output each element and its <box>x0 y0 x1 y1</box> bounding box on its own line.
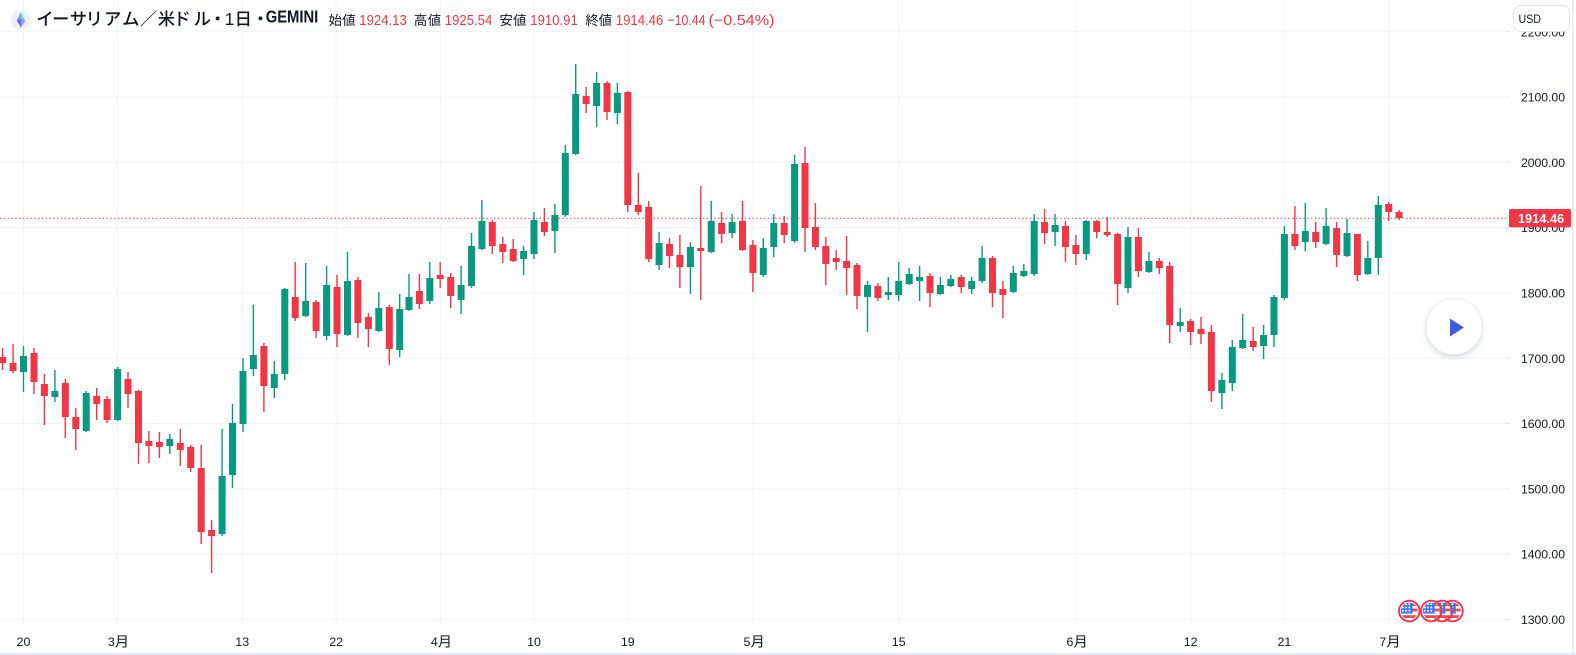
svg-text:1500.00: 1500.00 <box>1521 482 1565 496</box>
svg-text:5: 5 <box>744 635 751 649</box>
svg-text:1910.91: 1910.91 <box>530 13 578 29</box>
svg-text:19: 19 <box>621 635 635 649</box>
svg-text:1600.00: 1600.00 <box>1521 417 1565 431</box>
svg-text:1914.46: 1914.46 <box>616 13 664 29</box>
svg-text:6: 6 <box>1067 635 1074 649</box>
svg-text:10: 10 <box>527 635 541 649</box>
svg-text:1300.00: 1300.00 <box>1521 613 1565 627</box>
svg-text:21: 21 <box>1278 635 1292 649</box>
svg-text:−10.44: −10.44 <box>668 13 706 29</box>
svg-text:1400.00: 1400.00 <box>1521 548 1565 562</box>
svg-text:1800.00: 1800.00 <box>1521 287 1565 301</box>
svg-text:(−0.54%): (−0.54%) <box>709 13 775 29</box>
svg-text:3: 3 <box>108 635 115 649</box>
svg-text:7: 7 <box>1379 635 1386 649</box>
svg-text:1924.13: 1924.13 <box>359 13 407 29</box>
svg-text:13: 13 <box>235 635 249 649</box>
svg-text:4: 4 <box>431 635 438 649</box>
svg-text:1914.46: 1914.46 <box>1518 212 1564 226</box>
svg-text:15: 15 <box>892 635 906 649</box>
svg-text:20: 20 <box>17 635 31 649</box>
svg-text:GEMINI: GEMINI <box>266 7 319 27</box>
svg-text:USD: USD <box>1519 12 1542 26</box>
svg-text:2100.00: 2100.00 <box>1521 91 1565 105</box>
svg-text:1925.54: 1925.54 <box>445 13 493 29</box>
svg-text:2000.00: 2000.00 <box>1521 156 1565 170</box>
svg-text:1: 1 <box>225 9 235 29</box>
svg-text:12: 12 <box>1184 635 1198 649</box>
svg-text:1700.00: 1700.00 <box>1521 352 1565 366</box>
svg-text:22: 22 <box>329 635 343 649</box>
